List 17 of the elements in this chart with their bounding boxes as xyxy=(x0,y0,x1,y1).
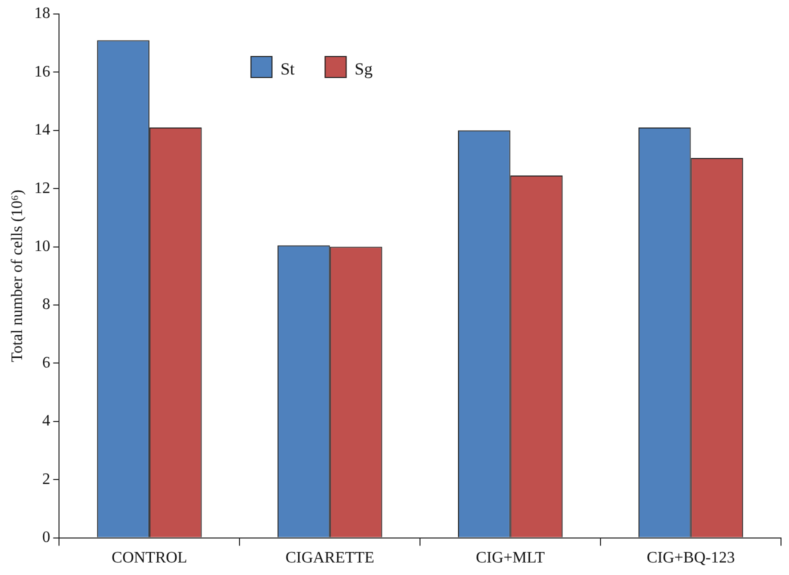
y-tick-label: 0 xyxy=(42,529,50,546)
y-tick-label: 8 xyxy=(42,296,50,314)
y-tick-label: 2 xyxy=(42,470,50,488)
legend-label: Sg xyxy=(354,59,374,78)
x-tick-label: CIGARETTE xyxy=(285,550,374,567)
x-tick-label: CONTROL xyxy=(112,550,188,567)
y-axis-title: Total number of cells (10⁶) xyxy=(8,190,26,362)
x-tick-label: CIG+MLT xyxy=(476,550,545,567)
y-tick-label: 4 xyxy=(42,412,50,430)
y-tick-label: 16 xyxy=(34,63,50,80)
y-tick-label: 12 xyxy=(34,180,50,197)
legend-label: St xyxy=(280,59,295,78)
y-tick-label: 18 xyxy=(34,5,50,22)
y-tick-label: 14 xyxy=(34,122,50,139)
y-tick-label: 10 xyxy=(34,238,50,256)
x-tick-label: CIG+BQ-123 xyxy=(646,550,735,567)
y-tick-label: 6 xyxy=(42,354,50,372)
